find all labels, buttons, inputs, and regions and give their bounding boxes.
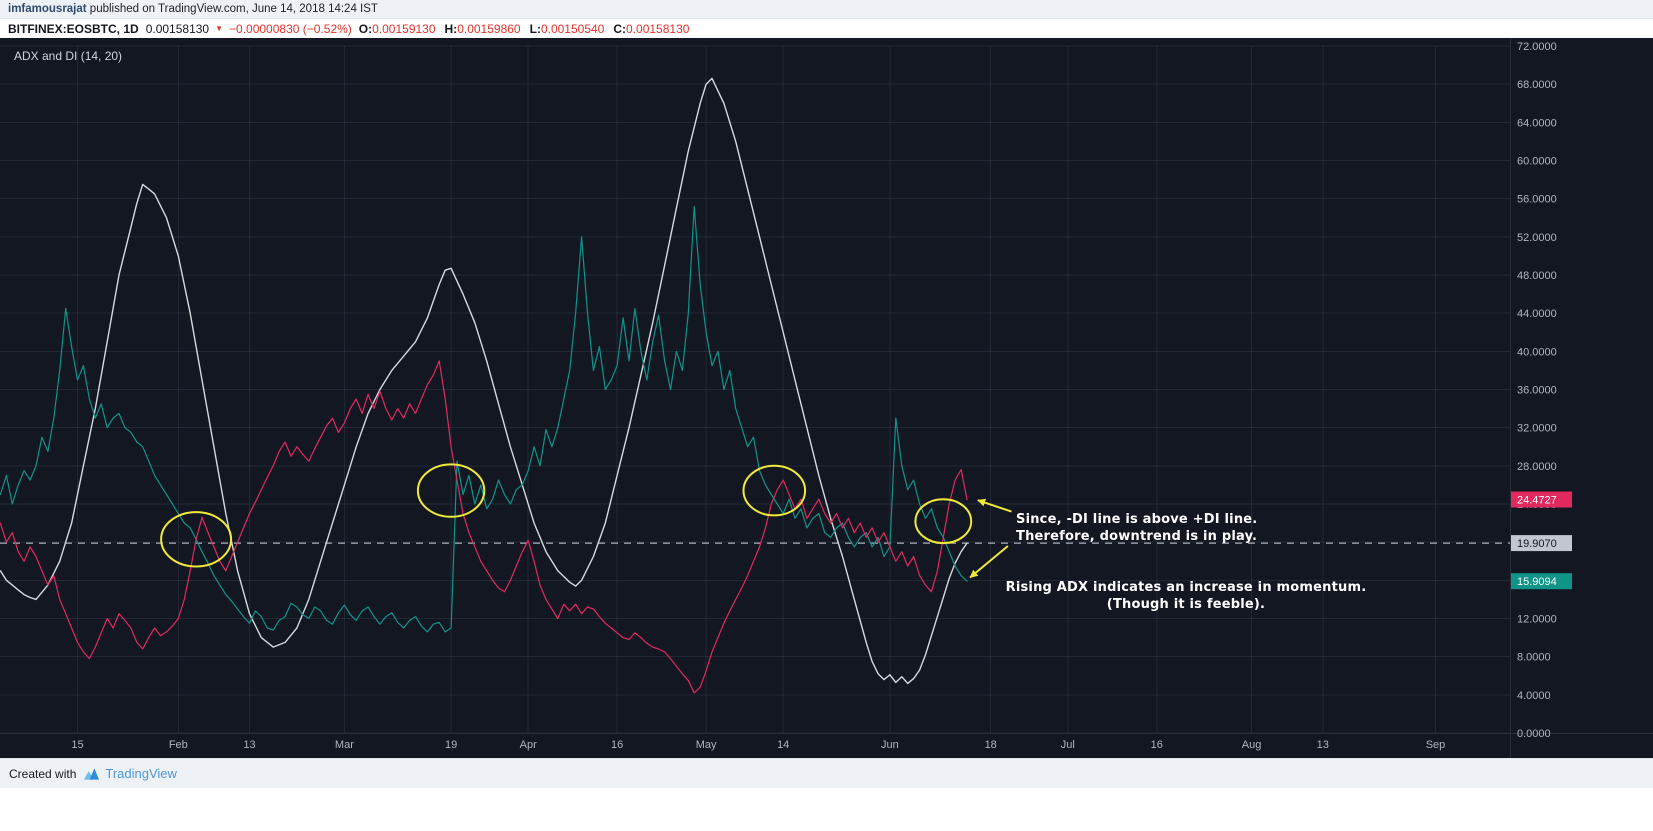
x-axis-label: 13	[243, 739, 255, 751]
annotation-arrow[interactable]	[977, 498, 1012, 513]
y-axis-label: 72.0000	[1517, 41, 1557, 53]
y-axis-label: 60.0000	[1517, 156, 1557, 168]
note-line: Since, -DI line is above +DI line.	[1016, 512, 1258, 527]
tradingview-wordmark: TradingView	[105, 766, 177, 781]
ohlc-label: C:	[613, 21, 627, 36]
down-triangle-icon: ▼	[215, 23, 224, 33]
publish-info: published on TradingView.com, June 14, 2…	[86, 3, 378, 15]
ohlc-value: 0.00150540	[540, 21, 605, 36]
ohlc-value: 0.00158130	[626, 21, 690, 36]
highlight-ellipse[interactable]	[742, 464, 807, 517]
ohlc-pair: C:0.00158130	[613, 22, 689, 36]
x-axis-label: Sep	[1426, 739, 1446, 751]
author-link[interactable]: imfamousrajat	[8, 3, 87, 15]
symbol-header: BITFINEX:EOSBTC, 1D 0.00158130 ▼ −0.0000…	[0, 19, 1653, 38]
y-axis-label: 56.0000	[1517, 194, 1557, 206]
y-axis-label: 68.0000	[1517, 79, 1557, 91]
x-axis-label: 19	[445, 739, 457, 751]
y-axis-label: 48.0000	[1517, 270, 1557, 282]
price-badge	[1511, 491, 1572, 508]
ohlc-pair: L:0.00150540	[530, 22, 605, 36]
symbol-name[interactable]: BITFINEX:EOSBTC, 1D	[8, 21, 139, 36]
price-badge-label: 24.4727	[1517, 495, 1557, 507]
note-line: Therefore, downtrend is in play.	[1016, 529, 1258, 544]
x-axis-label: Aug	[1242, 739, 1262, 751]
y-axis-label: 32.0000	[1517, 423, 1557, 435]
tradingview-logo-icon	[84, 768, 100, 780]
ohlc-label: L:	[529, 21, 541, 36]
publish-header: imfamousrajat published on TradingView.c…	[0, 0, 1653, 19]
y-axis-label: 28.0000	[1517, 461, 1557, 473]
ohlc-value: 0.00159860	[457, 21, 521, 36]
price-badge-label: 19.9070	[1517, 538, 1557, 550]
price-badge	[1511, 573, 1572, 590]
y-axis-label: 64.0000	[1517, 117, 1557, 129]
y-axis-label: 0.0000	[1517, 728, 1551, 740]
highlight-ellipse[interactable]	[416, 463, 486, 518]
x-axis-label: Jun	[881, 739, 899, 751]
x-axis-label: May	[696, 739, 717, 751]
indicator-label[interactable]: ADX and DI (14, 20)	[14, 49, 123, 63]
plus-di-line	[0, 205, 968, 633]
highlight-ellipse[interactable]	[160, 511, 233, 568]
y-axis-label: 4.0000	[1517, 690, 1551, 702]
footer-bar: Created with TradingView	[0, 758, 1653, 788]
price-badge	[1511, 535, 1572, 552]
tradingview-link[interactable]: TradingView	[83, 766, 177, 781]
price-badge-label: 15.9094	[1517, 576, 1557, 588]
last-price: 0.00158130	[145, 21, 210, 36]
x-axis-label: 18	[985, 739, 997, 751]
minus-di-line	[0, 360, 968, 694]
annotation-note-downtrend[interactable]: Since, -DI line is above +DI line. There…	[1016, 511, 1257, 545]
ohlc-value: 0.00159130	[372, 21, 436, 36]
y-axis-label: 8.0000	[1517, 652, 1551, 664]
ohlc-values: O:0.00159130 H:0.00159860 L:0.00150540 C:0.…	[359, 22, 690, 36]
x-axis-label: 14	[777, 739, 789, 751]
annotation-note-adx[interactable]: Rising ADX indicates an increase in mome…	[995, 579, 1377, 613]
chart-area[interactable]: 0.00004.00008.000012.000016.000020.00002…	[0, 38, 1653, 758]
x-axis-label: Jul	[1061, 739, 1075, 751]
y-axis-label: 40.0000	[1517, 346, 1557, 358]
highlight-ellipse[interactable]	[914, 498, 973, 545]
price-change: −0.00000830 (−0.52%)	[229, 21, 352, 36]
note-line: (Though it is feeble).	[1106, 597, 1266, 612]
x-axis-label: Apr	[520, 739, 537, 751]
x-axis-label: Feb	[169, 739, 188, 751]
ohlc-label: H:	[444, 21, 458, 36]
y-axis-label: 36.0000	[1517, 385, 1557, 397]
x-axis-label: 13	[1317, 739, 1329, 751]
y-axis-label: 12.0000	[1517, 614, 1557, 626]
created-with-label: Created with	[9, 766, 77, 781]
x-axis-label: Mar	[335, 739, 354, 751]
chart-canvas[interactable]: 0.00004.00008.000012.000016.000020.00002…	[0, 38, 1653, 758]
note-line: Rising ADX indicates an increase in mome…	[1005, 580, 1367, 595]
ohlc-label: O:	[358, 21, 373, 36]
x-axis-label: 16	[1151, 739, 1163, 751]
y-axis-label: 44.0000	[1517, 308, 1557, 320]
adx-line	[0, 77, 968, 685]
y-axis-label: 52.0000	[1517, 232, 1557, 244]
ohlc-pair: O:0.00159130	[359, 22, 436, 36]
x-axis-label: 16	[611, 739, 623, 751]
annotation-arrow[interactable]	[969, 545, 1009, 579]
x-axis-label: 15	[71, 739, 83, 751]
ohlc-pair: H:0.00159860	[445, 22, 521, 36]
